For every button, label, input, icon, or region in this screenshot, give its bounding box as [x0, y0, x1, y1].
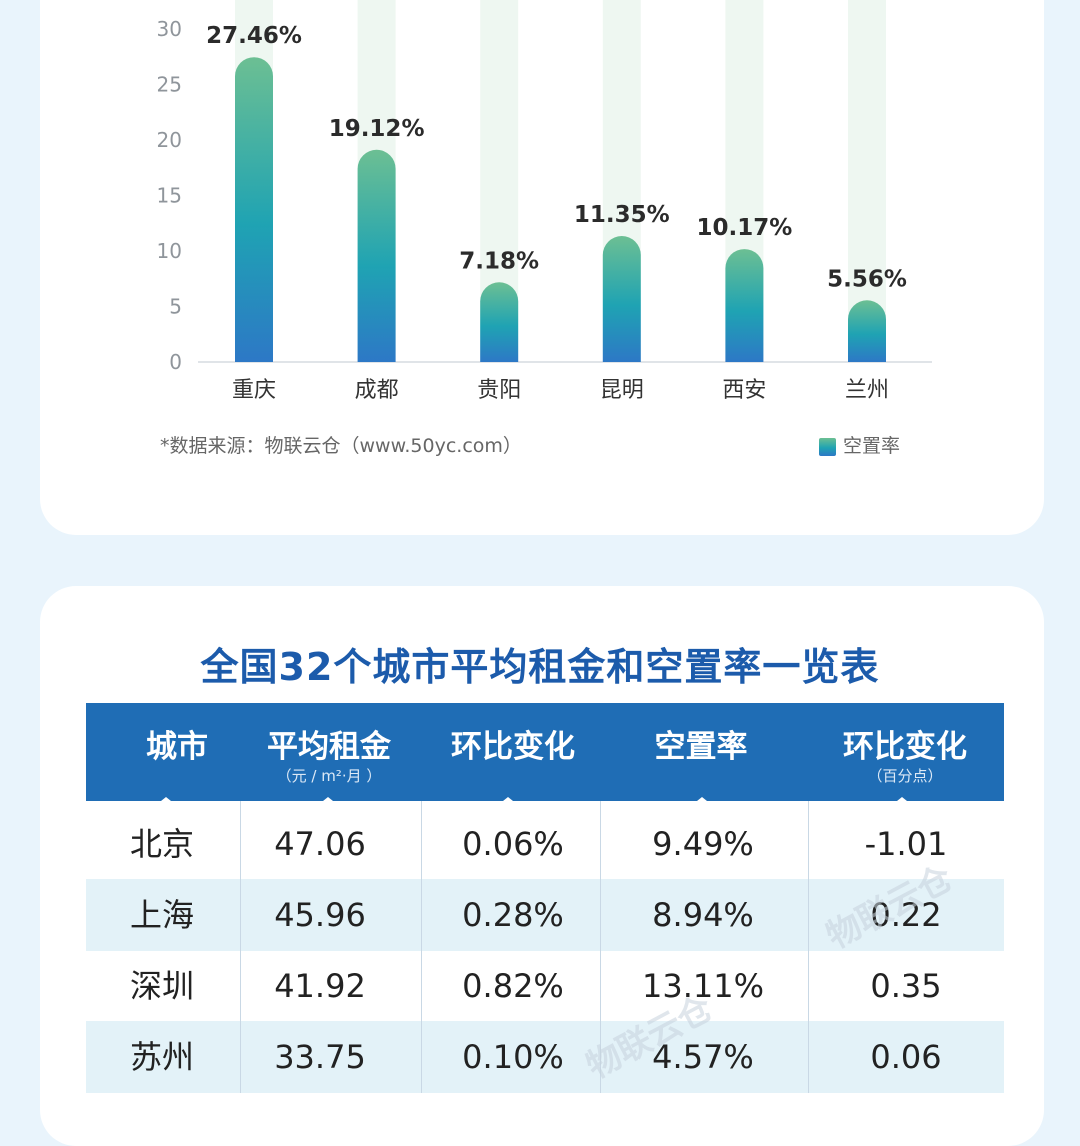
y-tick-label: 10: [157, 239, 182, 263]
table-row: 苏州 33.75 0.10% 4.57% 0.06: [86, 1021, 1004, 1093]
header-avg-rent: 平均租金 （元 / m²·月 ）: [238, 703, 420, 801]
cell-avg-rent: 33.75: [274, 1038, 366, 1076]
cell-city: 苏州: [129, 1038, 194, 1076]
cell-rent-change: 0.28%: [462, 896, 564, 934]
data-label: 10.17%: [697, 215, 793, 241]
cell-vacancy: 8.94%: [652, 896, 754, 934]
header-rent-change-label: 环比变化: [451, 729, 575, 765]
bar-昆明: [602, 236, 641, 362]
y-tick-label: 5: [169, 295, 182, 319]
cell-city: 上海: [129, 896, 194, 934]
header-vacancy-change: 环比变化 （百分点）: [814, 703, 996, 801]
cell-vacancy: 13.11%: [641, 967, 764, 1005]
header-vacancy-change-label: 环比变化: [843, 729, 967, 765]
cell-city: 北京: [129, 825, 194, 863]
header-avg-rent-label: 平均租金: [267, 729, 391, 765]
data-label: 7.18%: [459, 248, 539, 274]
legend-label: 空置率: [843, 435, 900, 457]
data-label: 11.35%: [574, 202, 670, 228]
x-category-label: 兰州: [845, 378, 889, 403]
bar-重庆: [235, 57, 273, 362]
cell-vacancy: 4.57%: [652, 1038, 754, 1076]
data-label: 27.46%: [206, 23, 302, 49]
y-tick-label: 0: [169, 350, 182, 374]
cell-vacancy-change: 0.06: [870, 1038, 942, 1076]
x-category-label: 成都: [355, 378, 399, 403]
y-tick-label: 25: [157, 73, 182, 97]
x-category-label: 贵阳: [477, 378, 521, 403]
cell-vacancy-change: 0.22: [870, 896, 942, 934]
header-notch: [318, 797, 338, 805]
cell-rent-change: 0.06%: [462, 825, 564, 863]
cell-vacancy-change: 0.35: [870, 967, 942, 1005]
x-category-label: 西安: [722, 378, 766, 403]
column-divider: [240, 801, 241, 1093]
header-vacancy: 空置率: [610, 703, 792, 801]
header-city: 城市: [86, 703, 268, 801]
cell-rent-change: 0.10%: [462, 1038, 564, 1076]
table-row: 深圳 41.92 0.82% 13.11% 0.35: [86, 950, 1004, 1022]
cell-city: 深圳: [129, 967, 194, 1005]
bar-西安: [725, 249, 764, 362]
header-notch: [498, 797, 518, 805]
bar-成都: [357, 149, 396, 362]
cell-avg-rent: 41.92: [274, 967, 366, 1005]
table-row: 北京 47.06 0.06% 9.49% -1.01: [86, 808, 1004, 880]
header-notch: [892, 797, 912, 805]
cell-vacancy-change: -1.01: [864, 825, 948, 863]
y-tick-label: 20: [157, 128, 182, 152]
cell-avg-rent: 45.96: [274, 896, 366, 934]
y-tick-label: 15: [157, 184, 182, 208]
x-category-label: 重庆: [232, 378, 276, 403]
column-divider: [600, 801, 601, 1093]
column-divider: [421, 801, 422, 1093]
header-vacancy-label: 空置率: [654, 729, 748, 765]
header-vacancy-change-unit: （百分点）: [867, 767, 943, 785]
header-city-label: 城市: [146, 729, 208, 765]
legend-swatch: [819, 438, 836, 456]
data-label: 5.56%: [827, 266, 907, 292]
data-source-note: *数据来源：物联云仓（www.50yc.com）: [160, 435, 522, 457]
table-header: 城市 平均租金 （元 / m²·月 ） 环比变化 空置率 环比变化 （百分点）: [86, 703, 1004, 805]
column-divider: [808, 801, 809, 1093]
table-title: 全国32个城市平均租金和空置率一览表: [200, 645, 880, 689]
x-category-label: 昆明: [600, 378, 644, 403]
header-avg-rent-unit: （元 / m²·月 ）: [276, 767, 382, 785]
header-notch: [156, 797, 176, 805]
table-row: 上海 45.96 0.28% 8.94% 0.22: [86, 879, 1004, 951]
header-notch: [692, 797, 712, 805]
cell-vacancy: 9.49%: [652, 825, 754, 863]
bar-贵阳: [480, 282, 519, 362]
cell-avg-rent: 47.06: [274, 825, 366, 863]
vacancy-rate-chart: 0 5 10 15 20 25 30 27.46% 19.12% 7.18% 11.35% 10.1…: [157, 0, 932, 457]
data-label: 19.12%: [329, 116, 425, 142]
bar-兰州: [848, 300, 886, 362]
y-tick-label: 30: [157, 17, 182, 41]
cell-rent-change: 0.82%: [462, 967, 564, 1005]
header-rent-change: 环比变化: [422, 703, 604, 801]
